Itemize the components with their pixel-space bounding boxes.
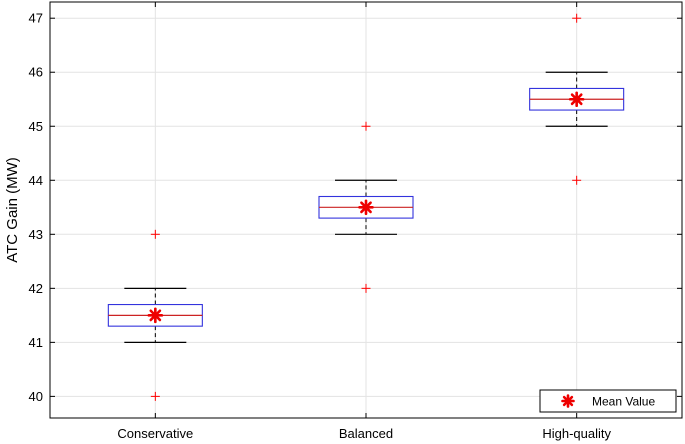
outlier-marker xyxy=(572,175,582,185)
outlier-marker xyxy=(150,229,160,239)
y-tick-label: 41 xyxy=(29,335,43,350)
mean-marker xyxy=(568,91,585,108)
y-tick-label: 46 xyxy=(29,65,43,80)
box-balanced xyxy=(318,121,414,293)
legend-mean-marker-icon xyxy=(561,394,575,408)
axis-ticks: 40 41 42 43 44 45 46 47 Conservative Balanced High… xyxy=(29,2,682,441)
legend-star xyxy=(561,394,575,408)
x-tick-label: Conservative xyxy=(117,426,193,441)
box-conservative xyxy=(107,229,203,401)
legend: Mean Value xyxy=(539,389,677,413)
box-high-quality xyxy=(529,13,625,185)
y-tick-label: 45 xyxy=(29,119,43,134)
y-tick-label: 44 xyxy=(29,173,43,188)
y-axis-label: ATC Gain (MW) xyxy=(4,157,21,263)
y-tick-label: 47 xyxy=(29,11,43,26)
legend-star-stroke xyxy=(562,395,574,407)
x-tick-label: High-quality xyxy=(542,426,611,441)
y-tick-label: 40 xyxy=(29,389,43,404)
outlier-marker xyxy=(361,121,371,131)
outlier-marker xyxy=(572,13,582,23)
mean-marker-stroke xyxy=(570,93,583,106)
mean-marker xyxy=(358,199,374,216)
x-tick-label: Balanced xyxy=(339,426,393,441)
outlier-marker xyxy=(150,391,160,401)
legend-box xyxy=(539,389,677,413)
y-tick-label: 42 xyxy=(29,281,43,296)
mean-marker xyxy=(147,307,164,324)
y-tick-label: 43 xyxy=(29,227,43,242)
mean-marker-stroke xyxy=(360,201,372,214)
box-series xyxy=(107,13,625,401)
outlier-marker xyxy=(361,283,371,293)
legend-label: Mean Value xyxy=(592,395,655,409)
mean-marker-stroke xyxy=(149,309,162,322)
